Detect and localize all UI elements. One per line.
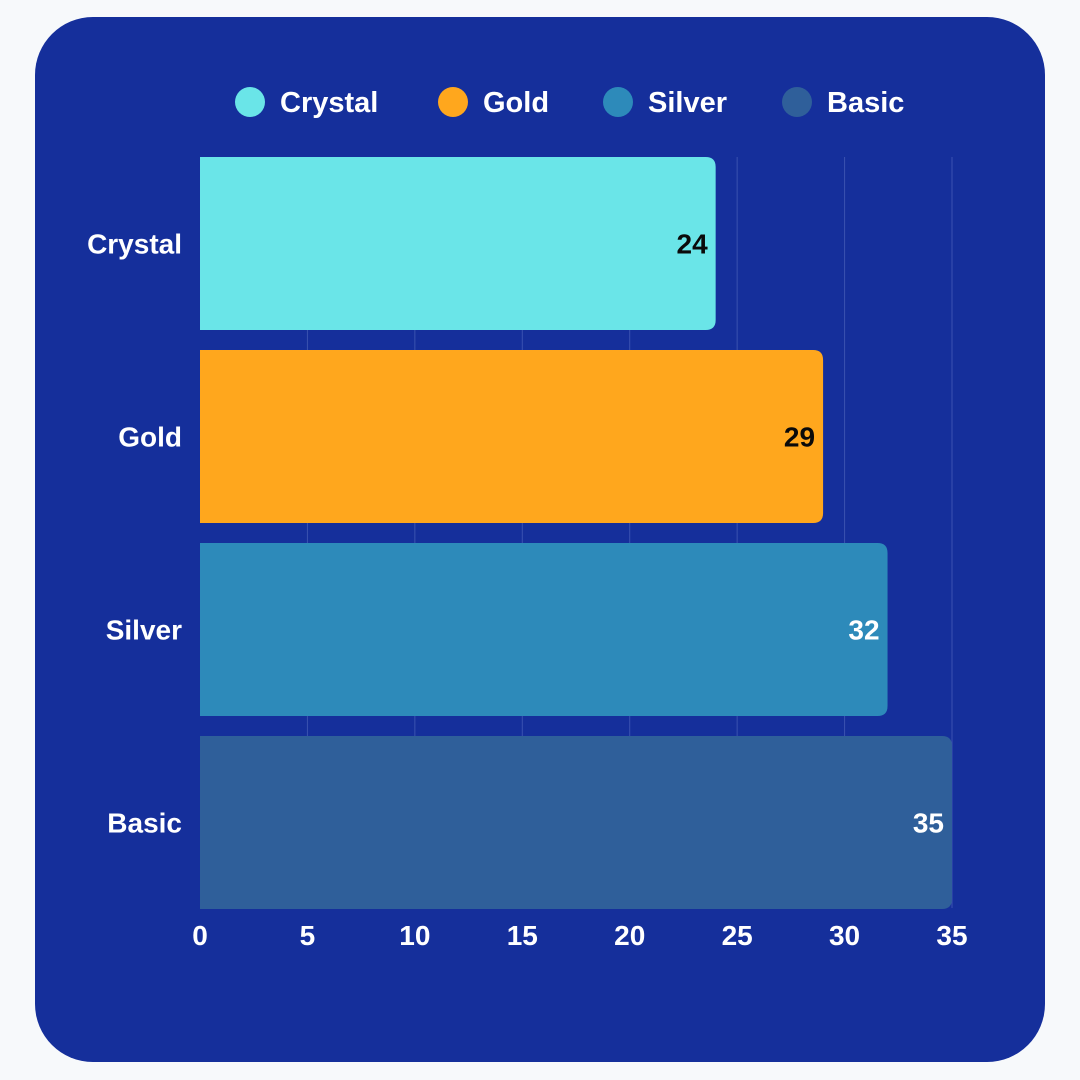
bar-silver	[200, 543, 888, 716]
bar-basic	[200, 736, 952, 909]
value-labels: 24 29 32 35	[677, 229, 944, 839]
x-tick-label-20: 20	[614, 920, 645, 951]
x-tick-label-35: 35	[936, 920, 967, 951]
legend-label-silver: Silver	[648, 87, 727, 119]
bars	[200, 157, 952, 909]
legend-label-basic: Basic	[827, 87, 904, 119]
value-label-basic: 35	[913, 808, 944, 839]
value-label-silver: 32	[848, 615, 879, 646]
x-axis-ticks: 0 5 10 15 20 25 30 35	[192, 920, 967, 951]
legend-label-crystal: Crystal	[280, 87, 378, 119]
x-tick-label-30: 30	[829, 920, 860, 951]
category-label-silver: Silver	[106, 615, 182, 646]
legend-swatch-crystal	[235, 87, 265, 117]
category-label-crystal: Crystal	[87, 229, 182, 260]
legend-swatch-silver	[603, 87, 633, 117]
value-label-crystal: 24	[677, 229, 709, 260]
value-label-gold: 29	[784, 422, 815, 453]
legend-swatch-gold	[438, 87, 468, 117]
legend-swatch-basic	[782, 87, 812, 117]
x-tick-label-0: 0	[192, 920, 208, 951]
legend: Crystal Gold Silver Basic	[235, 87, 904, 119]
bar-gold	[200, 350, 824, 523]
category-label-gold: Gold	[118, 422, 182, 453]
x-tick-label-15: 15	[507, 920, 538, 951]
x-tick-label-5: 5	[300, 920, 316, 951]
bar-crystal	[200, 157, 716, 330]
legend-label-gold: Gold	[483, 87, 549, 119]
x-tick-label-10: 10	[399, 920, 430, 951]
category-labels: Crystal Gold Silver Basic	[87, 229, 182, 839]
category-label-basic: Basic	[107, 808, 182, 839]
x-tick-label-25: 25	[722, 920, 753, 951]
